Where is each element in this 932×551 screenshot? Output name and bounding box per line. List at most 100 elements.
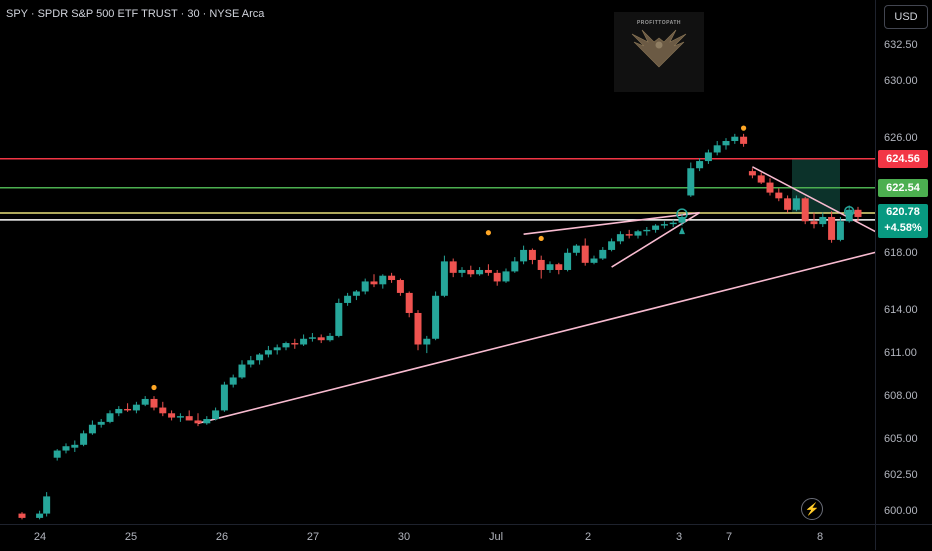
candle-body: [528, 249, 536, 260]
candle-body: [432, 295, 440, 339]
candle-body: [792, 198, 800, 210]
candle-body: [335, 302, 343, 336]
price-tick: 630.00: [884, 74, 918, 87]
signal-dot: [151, 384, 157, 391]
candle-body: [458, 269, 466, 273]
price-chart[interactable]: [0, 0, 875, 524]
candle-body: [176, 416, 184, 418]
time-axis[interactable]: 24 25 26 27 30 Jul 2 3 7 8: [0, 524, 932, 551]
price-tick: 626.00: [884, 132, 918, 145]
candle-body: [132, 404, 140, 411]
candle-body: [572, 245, 580, 253]
candle-body: [212, 410, 220, 420]
chart-title: SPY · SPDR S&P 500 ETF TRUST · 30 · NYSE…: [6, 8, 265, 20]
candle-body: [546, 264, 554, 270]
candle-body: [836, 221, 844, 240]
signal-ring: [843, 205, 855, 217]
candle-body: [423, 338, 431, 345]
eagle-icon: [631, 29, 687, 68]
candle-body: [748, 171, 756, 176]
price-tick: 605.00: [884, 433, 918, 446]
candle-body: [247, 360, 255, 365]
candle-body: [273, 347, 281, 351]
candle-body: [141, 398, 149, 405]
candle-body: [784, 198, 792, 210]
candle-body: [722, 141, 730, 146]
candle-body: [502, 271, 510, 282]
candle-body: [88, 424, 96, 434]
candle-body: [599, 249, 607, 259]
candle-body: [696, 161, 704, 169]
chart-pane[interactable]: PROFITTOPATH SPY · SPDR S&P 500 ETF TRUS…: [0, 0, 875, 524]
watermark-logo: PROFITTOPATH: [614, 12, 704, 92]
candle-body: [168, 413, 176, 418]
candle-body: [370, 281, 378, 285]
date-tick: 30: [397, 531, 411, 543]
date-tick: 25: [124, 531, 138, 543]
candle-body: [484, 269, 492, 273]
candle-body: [18, 513, 26, 518]
candle-body: [361, 281, 369, 292]
candle-body: [43, 496, 51, 514]
candle-body: [194, 420, 202, 424]
date-tick: 2: [584, 531, 592, 543]
price-tick: 608.00: [884, 390, 918, 403]
candle-body: [36, 513, 44, 518]
candle-body: [740, 136, 748, 144]
candle-body: [564, 252, 572, 270]
candle-body: [414, 312, 422, 345]
price-badge-change: +4.58%: [884, 221, 922, 234]
candle-body: [317, 337, 325, 341]
candle-body: [590, 258, 598, 263]
price-axis[interactable]: 632.50 630.00 626.00 618.00 614.00 611.00 608.…: [875, 0, 932, 550]
price-badge-value: 622.54: [886, 181, 920, 194]
candle-body: [344, 295, 352, 303]
candle-body: [660, 224, 668, 226]
price-tick: 600.00: [884, 504, 918, 517]
trendline-0: [197, 251, 875, 425]
candle-body: [775, 192, 783, 199]
buy-arrow: [679, 226, 685, 235]
candle-body: [819, 216, 827, 225]
candle-body: [150, 398, 158, 408]
candle-body: [757, 175, 765, 183]
candle-body: [229, 377, 237, 385]
date-tick: 26: [215, 531, 229, 543]
candle-body: [405, 292, 413, 313]
date-tick: 27: [306, 531, 320, 543]
candle-body: [713, 145, 721, 153]
candle-body: [115, 408, 123, 414]
candle-body: [555, 264, 563, 270]
candle-body: [80, 433, 88, 445]
signal-dot: [741, 125, 747, 131]
candle-body: [71, 444, 79, 448]
currency-button[interactable]: USD: [884, 5, 928, 29]
candle-body: [124, 408, 132, 411]
candle-body: [634, 231, 642, 236]
candle-body: [520, 249, 528, 262]
candle-body: [185, 416, 193, 421]
price-badge-value: 620.78: [886, 205, 920, 218]
candle-body: [652, 225, 660, 230]
candle-body: [704, 152, 712, 162]
candle-body: [608, 241, 616, 250]
candle-body: [256, 354, 264, 361]
candle-body: [159, 407, 167, 414]
long-position-box: [792, 158, 840, 213]
trendline-1: [752, 166, 875, 233]
candle-body: [537, 259, 545, 270]
price-badge: 620.78 +4.58%: [878, 203, 928, 238]
candle-body: [467, 269, 475, 275]
candle-body: [396, 280, 404, 293]
candle-body: [203, 419, 211, 424]
wedge-pattern: [523, 211, 701, 268]
price-badge-value: 624.56: [886, 152, 920, 165]
signal-dot: [485, 230, 491, 236]
date-tick: 7: [725, 531, 733, 543]
candle-body: [291, 343, 299, 345]
candle-body: [643, 229, 651, 232]
price-badge: 622.54: [878, 178, 928, 197]
lightning-icon[interactable]: ⚡: [801, 498, 823, 520]
candle-body: [493, 272, 501, 282]
candle-body: [854, 209, 862, 217]
